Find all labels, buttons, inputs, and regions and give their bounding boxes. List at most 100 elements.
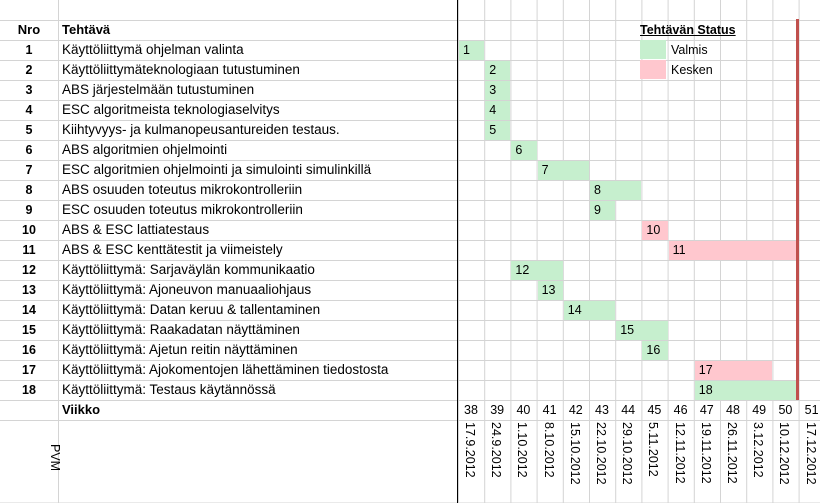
task-bar-2 [485,61,511,80]
task-nro: 4 [25,103,33,117]
task-bar-18 [694,381,799,400]
date-label: 19.11.2012 [698,422,713,484]
header-nro: Nro [17,22,41,37]
task-name: Käyttöliittymäteknologiaan tutustuminen [62,62,300,77]
task-bar-15 [616,321,668,340]
task-name: Käyttöliittymä ohjelman valinta [62,42,244,57]
legend-swatch-done [640,40,666,59]
date-label: 17.12.2012 [803,422,818,485]
task-bar-9 [590,201,616,220]
header-week: Viikko [62,402,101,417]
legend-title: Tehtävän Status [640,23,736,37]
task-bar-6 [511,141,537,160]
task-name: Käyttöliittymä: Ajokomentojen lähettämin… [62,362,389,377]
task-bar-label: 18 [698,383,713,397]
task-name: ABS & ESC kenttätestit ja viimeistely [62,242,283,257]
week-label: 43 [595,403,609,417]
task-bar-label: 14 [567,303,582,317]
task-name: Käyttöliittymä: Testaus käytännössä [62,382,276,397]
task-bar-7 [537,161,589,180]
week-label: 42 [568,403,583,417]
task-bar-label: 1 [463,43,470,57]
week-label: 49 [752,403,767,417]
date-label: 15.10.2012 [567,422,582,485]
header-date: PVM [48,444,62,472]
task-bar-label: 8 [594,183,601,197]
task-bar-label: 17 [698,363,713,377]
task-bar-label: 10 [646,223,661,237]
task-name: ABS algoritmien ohjelmointi [62,142,228,157]
date-label: 3.12.2012 [751,422,766,478]
legend-label-done: Valmis [671,43,708,57]
week-label: 45 [647,403,662,417]
week-label: 44 [621,403,636,417]
task-bar-8 [590,181,642,200]
task-bar-12 [511,261,563,280]
task-nro: 3 [25,83,33,97]
task-name: Käyttöliittymä: Ajetun reitin näyttämine… [62,342,298,357]
date-label: 17.9.2012 [463,422,477,478]
task-bar-10 [642,221,668,240]
task-bar-label: 6 [515,143,523,157]
task-name: ABS & ESC lattiatestaus [62,222,210,237]
task-name: Käyttöliittymä: Datan keruu & tallentami… [62,302,321,317]
task-name: ABS järjestelmään tutustuminen [62,82,255,97]
task-bar-16 [642,341,668,360]
task-bar-13 [537,281,563,300]
task-nro: 7 [25,163,33,177]
task-bar-label: 12 [515,263,530,277]
task-bar-17 [694,361,773,380]
task-name: Kiihtyvyys- ja kulmanopeusantureiden tes… [62,122,340,137]
date-label: 26.11.2012 [725,422,739,484]
task-bar-14 [563,301,616,320]
task-bar-label: 15 [620,323,635,337]
task-bar-label: 11 [672,243,686,257]
task-nro: 13 [22,283,36,297]
task-name: ESC algoritmien ohjelmointi ja simuloint… [62,162,372,177]
week-label: 40 [516,403,531,417]
date-label: 1.10.2012 [515,422,530,478]
task-name: Käyttöliittymä: Raakadatan näyttäminen [62,322,300,337]
task-bar-label: 7 [541,163,549,177]
header-task: Tehtävä [62,22,111,37]
week-label: 48 [726,403,740,417]
task-nro: 6 [25,143,33,157]
task-bar-5 [485,121,511,140]
date-label: 8.10.2012 [541,422,556,478]
task-bar-label: 16 [646,343,661,357]
task-name: Käyttöliittymä: Sarjaväylän kommunikaati… [62,262,315,277]
task-bar-label: 3 [489,83,497,97]
task-nro: 17 [22,363,36,377]
task-bar-label: 13 [541,283,556,297]
date-label: 10.12.2012 [777,422,792,485]
week-label: 39 [490,403,505,417]
task-bar-11 [668,241,799,260]
task-nro: 5 [25,123,33,137]
date-label: 5.11.2012 [646,422,661,477]
task-nro: 18 [22,383,36,397]
date-label: 22.10.2012 [594,422,608,485]
task-name: ESC osuuden toteutus mikrokontrolleriin [62,202,303,217]
task-nro: 2 [25,63,33,77]
date-label: 29.10.2012 [620,422,635,485]
task-bar-label: 5 [489,123,497,137]
task-nro: 12 [22,263,36,277]
task-nro: 15 [22,323,36,337]
task-bar-label: 2 [489,63,497,77]
task-bar-3 [485,81,511,100]
task-name: ABS osuuden toteutus mikrokontrolleriin [62,182,303,197]
legend-label-open: Kesken [671,63,713,77]
task-nro: 9 [25,203,33,217]
task-name: ESC algoritmeista teknologiaselvitys [62,102,280,117]
week-label: 46 [673,403,688,417]
task-bar-1 [459,41,485,60]
week-label: 47 [699,403,714,417]
task-nro: 11 [22,243,36,257]
week-label: 51 [804,403,819,417]
task-nro: 14 [22,303,36,317]
task-bar-4 [485,101,511,120]
week-label: 50 [778,403,793,417]
task-bar-label: 4 [489,103,497,117]
